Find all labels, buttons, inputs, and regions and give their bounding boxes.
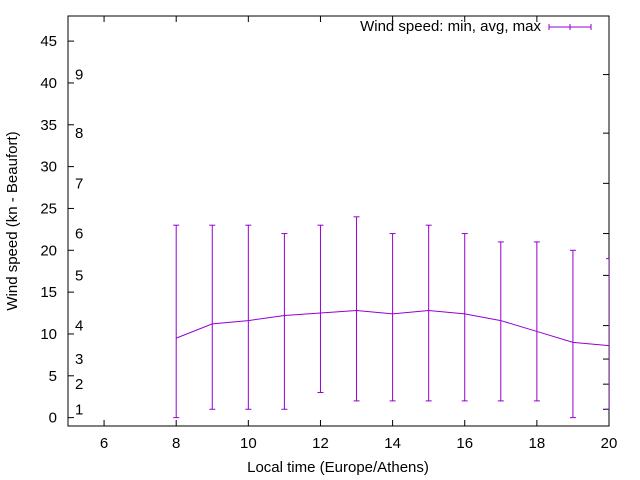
beaufort-label: 7 <box>75 175 83 192</box>
x-tick-label: 18 <box>529 435 546 452</box>
series-group <box>173 216 609 419</box>
y-axis-title: Wind speed (kn - Beaufort) <box>4 131 21 310</box>
y-tick-label: 30 <box>40 159 57 176</box>
beaufort-label: 4 <box>75 318 83 335</box>
x-tick-label: 6 <box>100 435 108 452</box>
beaufort-label: 3 <box>75 351 83 368</box>
y-axis-ticks: 0 5 10 15 20 25 30 35 40 45 <box>40 33 74 427</box>
legend-swatch <box>548 24 592 30</box>
beaufort-label: 1 <box>75 401 83 418</box>
y-tick-label: 15 <box>40 284 57 301</box>
x-axis-ticks: 6 8 10 12 14 16 18 20 <box>100 16 617 452</box>
x-tick-label: 12 <box>312 435 329 452</box>
beaufort-label: 2 <box>75 376 83 393</box>
x-axis-title: Local time (Europe/Athens) <box>247 459 429 476</box>
y-tick-label: 5 <box>49 368 57 385</box>
y-tick-label: 40 <box>40 75 57 92</box>
beaufort-scale: 1 2 3 4 5 6 7 8 9 <box>75 67 609 418</box>
x-tick-label: 16 <box>456 435 473 452</box>
plot-frame <box>67 15 610 427</box>
avg-line <box>176 310 609 347</box>
beaufort-label: 6 <box>75 226 83 243</box>
y-tick-label: 25 <box>40 200 57 217</box>
y-tick-label: 45 <box>40 33 57 50</box>
x-tick-label: 14 <box>384 435 401 452</box>
y-tick-label: 10 <box>40 326 57 343</box>
beaufort-label: 5 <box>75 267 83 284</box>
y-tick-label: 35 <box>40 117 57 134</box>
legend: Wind speed: min, avg, max <box>360 18 592 35</box>
y-tick-label: 0 <box>49 410 57 427</box>
x-tick-label: 8 <box>172 435 180 452</box>
beaufort-label: 8 <box>75 125 83 142</box>
series-layer <box>173 216 609 419</box>
legend-label: Wind speed: min, avg, max <box>360 18 541 35</box>
y-tick-label: 20 <box>40 242 57 259</box>
x-tick-label: 10 <box>240 435 257 452</box>
beaufort-label: 9 <box>75 67 83 84</box>
x-tick-label: 20 <box>601 435 618 452</box>
